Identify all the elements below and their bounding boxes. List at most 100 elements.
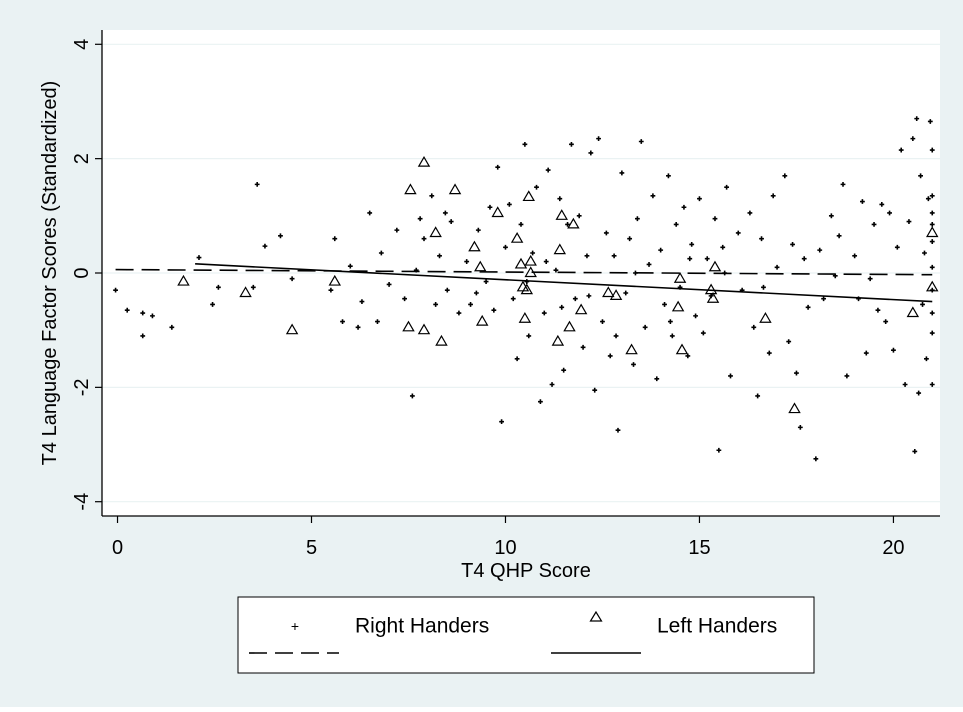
right-hander-point	[821, 296, 827, 302]
right-hander-point	[355, 324, 361, 330]
right-hander-point	[483, 279, 489, 284]
y-tick-label: 4	[71, 39, 93, 50]
right-hander-point	[813, 456, 819, 462]
legend-right-handers-label: Right Handers	[355, 615, 489, 638]
x-tick-label: 15	[688, 537, 710, 559]
data-series	[113, 116, 939, 462]
right-hander-point	[914, 116, 920, 122]
left-hander-point	[522, 190, 535, 202]
right-hander-point	[526, 333, 532, 339]
right-hander-point	[836, 233, 842, 239]
right-hander-point	[627, 236, 633, 242]
left-hander-point	[926, 226, 939, 238]
right-hander-point	[929, 147, 935, 153]
right-hander-point	[367, 210, 373, 216]
right-hander-point	[557, 196, 563, 202]
right-hander-point	[140, 310, 146, 316]
right-hander-point	[786, 339, 792, 345]
left-hander-point	[671, 300, 685, 312]
left-hander-point	[625, 343, 638, 355]
left-hander-point	[704, 283, 718, 295]
right-hander-point	[530, 250, 536, 256]
right-hander-point	[491, 307, 497, 313]
right-hander-point	[654, 376, 660, 382]
right-hander-point	[860, 199, 865, 204]
right-hander-point	[631, 362, 636, 367]
right-hander-point	[704, 256, 710, 262]
right-hander-point	[924, 356, 929, 362]
y-axis-ticks: 4 2 0 -2 -4	[71, 39, 102, 511]
right-hander-point	[724, 184, 730, 190]
right-hander-point	[891, 347, 896, 353]
left-hander-point	[551, 334, 565, 346]
right-hander-point	[433, 302, 439, 307]
right-hander-point	[514, 356, 520, 362]
right-hander-point	[588, 150, 594, 156]
right-hander-point	[456, 310, 462, 316]
right-hander-point	[755, 393, 761, 399]
right-hander-point	[375, 319, 380, 324]
right-hander-point	[541, 310, 547, 316]
right-hander-point	[761, 284, 766, 290]
right-hander-point	[794, 370, 799, 376]
y-tick-label: -2	[71, 378, 93, 396]
x-tick-label: 10	[494, 537, 516, 559]
right-hander-point	[852, 253, 858, 259]
right-hander-point	[196, 255, 202, 260]
x-axis-label: T4 QHP Score	[461, 560, 591, 582]
right-handers-points	[113, 116, 935, 462]
right-hander-point	[444, 287, 450, 293]
right-hander-point	[912, 448, 918, 454]
right-hander-point	[210, 302, 215, 307]
right-hander-point	[448, 219, 454, 224]
right-hander-point	[751, 324, 757, 330]
right-hander-point	[549, 382, 555, 387]
right-hander-point	[712, 216, 718, 222]
right-hander-point	[929, 264, 935, 270]
x-tick-label: 5	[306, 537, 317, 559]
right-hander-point	[584, 253, 590, 259]
right-hander-point	[925, 196, 931, 202]
y-tick-label: 2	[71, 153, 93, 164]
left-hander-point	[524, 254, 537, 266]
right-hander-point	[586, 293, 592, 299]
right-hander-point	[150, 313, 155, 319]
right-hander-point	[518, 222, 524, 227]
right-hander-point	[495, 164, 501, 170]
right-hander-point	[429, 193, 435, 199]
left-hander-point	[510, 231, 524, 243]
right-hander-point	[409, 393, 415, 399]
right-hander-point	[805, 304, 811, 310]
right-hander-point	[592, 387, 598, 393]
right-hander-point	[642, 324, 648, 330]
left-hander-point	[417, 323, 431, 335]
right-hander-point	[687, 256, 693, 262]
right-hander-point	[278, 233, 283, 239]
left-hander-point	[239, 286, 252, 298]
right-hander-point	[894, 244, 900, 250]
y-axis-label: T4 Language Factor Scores (Standardized)	[39, 81, 61, 466]
right-hander-point	[658, 247, 664, 253]
right-hander-point	[596, 136, 601, 142]
right-hander-point	[559, 304, 565, 310]
right-hander-point	[510, 296, 516, 302]
left-hander-point	[435, 334, 448, 346]
left-hander-point	[520, 283, 534, 295]
left-hander-point	[402, 320, 415, 332]
left-hander-point	[474, 260, 487, 272]
right-hander-point	[650, 193, 656, 199]
right-hander-point	[716, 447, 722, 453]
legend: + Right Handers Left Handers	[237, 596, 815, 674]
right-hander-point	[728, 373, 733, 379]
right-hander-point	[613, 333, 619, 339]
grid-lines	[102, 43, 940, 503]
right-hander-point	[262, 243, 268, 249]
right-hander-point	[619, 170, 625, 176]
right-hander-point	[565, 222, 570, 227]
right-hander-point	[464, 259, 470, 264]
right-hander-point	[898, 147, 904, 153]
right-hander-point	[666, 173, 671, 179]
right-hander-point	[922, 250, 927, 256]
right-hander-point	[929, 210, 935, 216]
